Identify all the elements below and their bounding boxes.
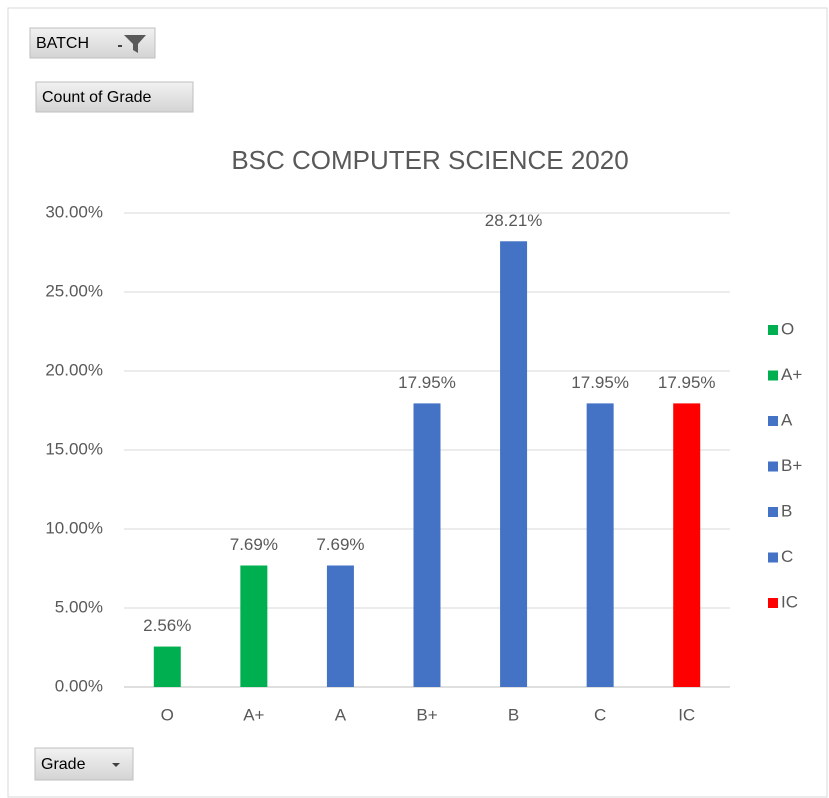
y-tick-label: 15.00%: [45, 439, 103, 458]
legend-swatch: [768, 552, 778, 563]
bar: [326, 565, 354, 687]
x-tick-label: A+: [243, 705, 264, 724]
filter-button-label: BATCH: [36, 35, 89, 52]
chart-frame: [7, 7, 828, 798]
data-label: 17.95%: [398, 373, 456, 392]
bar: [673, 403, 701, 687]
data-label: 7.69%: [230, 535, 278, 554]
bar: [500, 241, 528, 688]
legend-label: IC: [781, 592, 798, 611]
data-label: 28.21%: [485, 211, 543, 230]
y-tick-label: 30.00%: [45, 202, 103, 221]
x-tick-label: IC: [678, 705, 695, 724]
data-label: 17.95%: [658, 373, 716, 392]
value-button[interactable]: Count of Grade: [35, 81, 194, 113]
y-tick-label: 20.00%: [45, 360, 103, 379]
legend-label: A+: [781, 365, 802, 384]
y-tick-label: 5.00%: [55, 597, 103, 616]
legend-label: C: [781, 547, 793, 566]
bar: [240, 565, 268, 687]
data-label: 17.95%: [571, 373, 629, 392]
legend-swatch: [768, 461, 778, 472]
data-label: 2.56%: [143, 616, 191, 635]
data-label: 7.69%: [316, 535, 364, 554]
legend-swatch: [768, 507, 778, 517]
x-tick-label: B+: [416, 705, 437, 724]
y-tick-label: 0.00%: [55, 676, 103, 695]
bar: [413, 403, 441, 687]
legend-label: B+: [781, 456, 802, 475]
axis-button[interactable]: Grade: [34, 747, 134, 781]
legend-swatch: [768, 370, 778, 381]
filter-button[interactable]: BATCH: [29, 27, 156, 59]
legend-swatch: [768, 325, 778, 335]
value-button-label: Count of Grade: [42, 89, 152, 106]
legend-swatch: [768, 598, 778, 608]
x-tick-label: O: [161, 705, 174, 724]
chart-title: BSC COMPUTER SCIENCE 2020: [231, 145, 628, 175]
y-tick-label: 10.00%: [45, 518, 103, 537]
legend-label: O: [781, 319, 794, 338]
y-tick-label: 25.00%: [45, 281, 103, 300]
x-tick-label: A: [335, 705, 347, 724]
legend-label: A: [781, 410, 793, 429]
x-tick-label: C: [594, 705, 606, 724]
bar: [153, 646, 181, 687]
x-tick-label: B: [508, 705, 519, 724]
legend-label: B: [781, 501, 792, 520]
legend-swatch: [768, 416, 778, 426]
axis-button-label: Grade: [41, 756, 86, 773]
bar: [586, 403, 614, 687]
